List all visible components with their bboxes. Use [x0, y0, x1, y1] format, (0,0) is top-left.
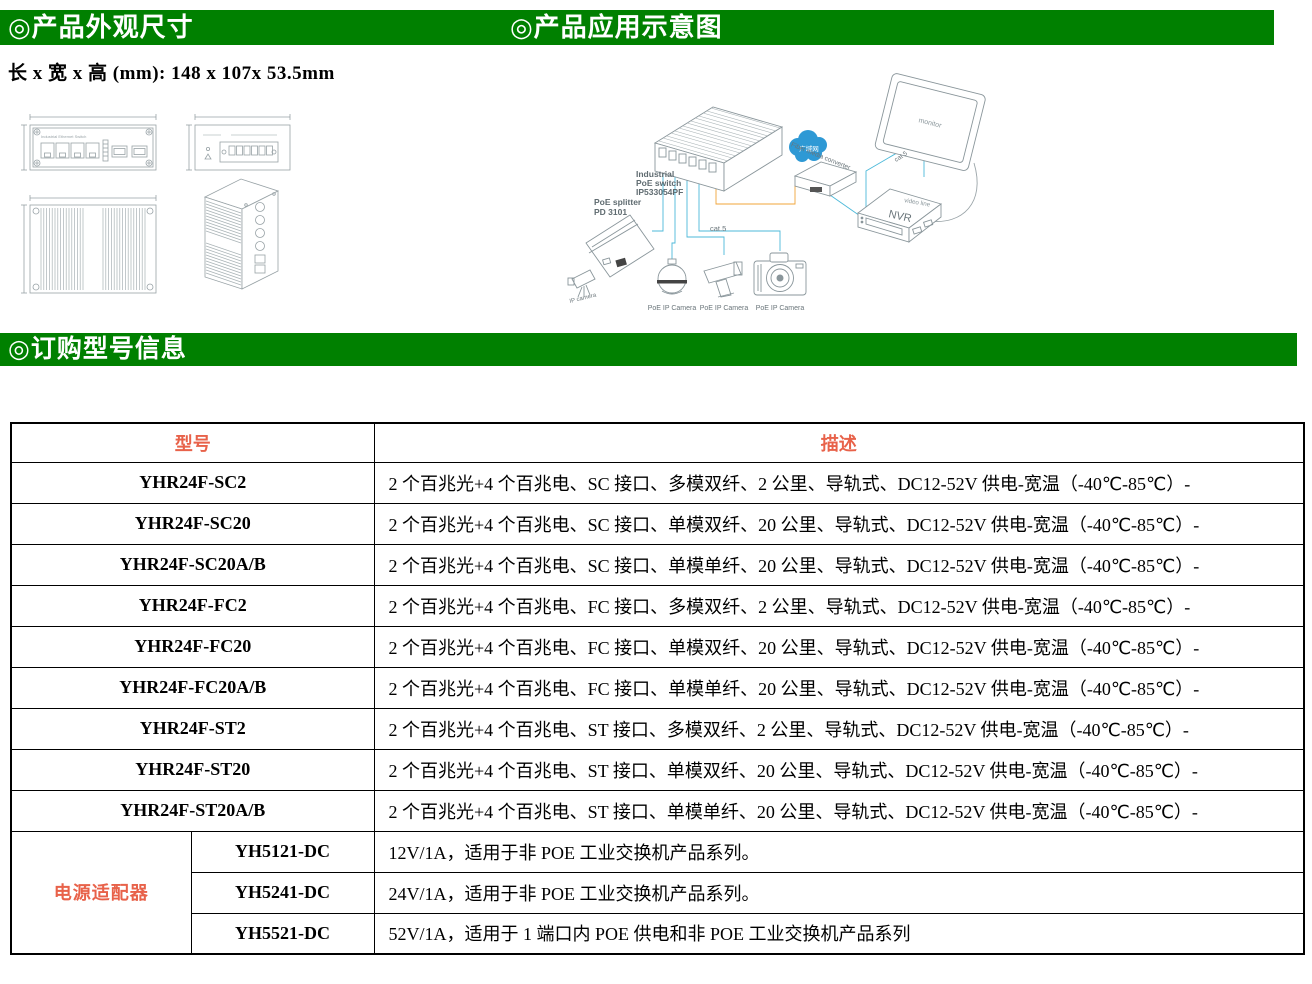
camera3-label: PoE IP Camera [756, 305, 805, 312]
nvr-icon: NVR [857, 188, 942, 243]
description-cell: 2 个百兆光+4 个百兆电、FC 接口、单模双纤、20 公里、导轨式、DC12-… [373, 625, 1305, 668]
wan-cloud-label: 广域网 [799, 144, 819, 153]
front-view-drawing: Industrial Ethernet Switch [21, 114, 157, 171]
description-cell: 52V/1A，适用于 1 端口内 POE 供电和非 POE 工业交换机产品系列 [373, 912, 1305, 955]
description-cell: 24V/1A，适用于非 POE 工业交换机产品系列。 [373, 871, 1305, 914]
model-cell: YHR24F-FC2 [10, 584, 375, 627]
description-cell: 2 个百兆光+4 个百兆电、SC 接口、多模双纤、2 公里、导轨式、DC12-5… [373, 461, 1305, 504]
model-cell: YHR24F-FC20 [10, 625, 375, 668]
power-adapter-row: YH5241-DC 24V/1A，适用于非 POE 工业交换机产品系列。 [11, 871, 1305, 914]
table-row: YHR24F-ST20 2 个百兆光+4 个百兆电、ST 接口、单模双纤、20 … [10, 748, 1305, 791]
column-header-description: 描述 [373, 422, 1305, 463]
poe-splitter-label: PoE splitter PD 3101 [594, 197, 642, 217]
description-cell: 2 个百兆光+4 个百兆电、SC 接口、单模单纤、20 公里、导轨式、DC12-… [373, 543, 1305, 586]
section-title-ordering: ◎订购型号信息 [8, 336, 187, 363]
video-line-curve [929, 162, 978, 222]
application-diagram: Industrial PoE switch IP533054PF 广域网 Fib… [567, 73, 986, 312]
svg-text:PoE splitter: PoE splitter [594, 197, 642, 207]
model-cell: YHR24F-SC2 [10, 461, 375, 504]
iso-fins-icon [205, 200, 242, 286]
power-adapter-row: 电源适配器 YH5121-DC 12V/1A，适用于非 POE 工业交换机产品系… [10, 830, 1305, 955]
camera2-label: PoE IP Camera [700, 305, 749, 312]
model-cell: YHR24F-FC20A/B [10, 666, 375, 709]
led-column-icon [102, 139, 109, 162]
cat5-mid-label: cat.5 [710, 224, 726, 233]
svg-text:Industrial: Industrial [636, 169, 674, 179]
description-cell: 12V/1A，适用于非 POE 工业交换机产品系列。 [373, 830, 1305, 873]
camera1-label: PoE IP Camera [648, 305, 697, 312]
iso-ports-icon [254, 202, 266, 274]
poe-switch-icon [653, 106, 784, 192]
heatsink-fins-icon [40, 208, 146, 290]
poe-splitter-icon [585, 214, 655, 278]
model-cell: YHR24F-SC20 [10, 502, 375, 545]
ip-camera-label: IP camera [569, 292, 598, 305]
top-view-drawing [186, 114, 291, 171]
model-cell: YHR24F-ST20 [10, 748, 375, 791]
dimensions-text: 长 x 宽 x 高 (mm): 148 x 107x 53.5mm [8, 63, 335, 84]
svg-text:PD 3101: PD 3101 [594, 207, 627, 217]
camera-labels: PoE IP Camera PoE IP Camera PoE IP Camer… [648, 305, 805, 312]
ip-camera-icon [567, 269, 596, 298]
model-cell: YH5521-DC [190, 912, 375, 955]
sfp-ports-icon [111, 145, 148, 158]
table-row: YHR24F-FC2 2 个百兆光+4 个百兆电、FC 接口、多模双纤、2 公里… [10, 584, 1305, 627]
isometric-view-drawing [203, 178, 280, 290]
rj45-ports-icon [40, 142, 100, 159]
table-row: YHR24F-SC20 2 个百兆光+4 个百兆电、SC 接口、单模双纤、20 … [10, 502, 1305, 545]
svg-text:PoE switch: PoE switch [636, 178, 681, 188]
table-row: YHR24F-ST20A/B 2 个百兆光+4 个百兆电、ST 接口、单模单纤、… [10, 789, 1305, 832]
switch-ports-icon [658, 147, 717, 173]
poe-switch-label: Industrial PoE switch IP533054PF [636, 169, 683, 197]
front-panel-label: Industrial Ethernet Switch [41, 134, 86, 139]
terminal-block-icon [219, 141, 279, 163]
description-cell: 2 个百兆光+4 个百兆电、ST 接口、单模双纤、20 公里、导轨式、DC12-… [373, 748, 1305, 791]
dome-camera-icon [657, 258, 687, 295]
top-section-bar: ◎产品外观尺寸 ◎产品应用示意图 [0, 10, 1274, 45]
model-cell: YHR24F-ST20A/B [10, 789, 375, 832]
description-cell: 2 个百兆光+4 个百兆电、FC 接口、单模单纤、20 公里、导轨式、DC12-… [373, 666, 1305, 709]
power-adapter-row: YH5521-DC 52V/1A，适用于 1 端口内 POE 供电和非 POE … [11, 912, 1305, 955]
model-cell: YHR24F-SC20A/B [10, 543, 375, 586]
video-line-label: video line [904, 197, 932, 209]
bullet-camera-icon [703, 261, 743, 298]
section-title-appearance: ◎产品外观尺寸 [8, 13, 194, 42]
column-header-model: 型号 [10, 422, 375, 463]
ordering-table: 型号 描述 YHR24F-SC2 2 个百兆光+4 个百兆电、SC 接口、多模双… [10, 422, 1305, 955]
model-cell: YH5121-DC [190, 830, 375, 873]
power-adapter-cell: 电源适配器 [10, 830, 192, 955]
description-cell: 2 个百兆光+4 个百兆电、SC 接口、单模双纤、20 公里、导轨式、DC12-… [373, 502, 1305, 545]
table-row: YHR24F-SC2 2 个百兆光+4 个百兆电、SC 接口、多模双纤、2 公里… [10, 461, 1305, 504]
section-title-application: ◎产品应用示意图 [510, 13, 723, 42]
table-row: YHR24F-ST2 2 个百兆光+4 个百兆电、ST 接口、多模双纤、2 公里… [10, 707, 1305, 750]
model-cell: YHR24F-ST2 [10, 707, 375, 750]
table-row: YHR24F-FC20 2 个百兆光+4 个百兆电、FC 接口、单模双纤、20 … [10, 625, 1305, 668]
table-header-row: 型号 描述 [10, 422, 1305, 463]
fiber-converter-icon [793, 161, 858, 197]
description-cell: 2 个百兆光+4 个百兆电、ST 接口、单模单纤、20 公里、导轨式、DC12-… [373, 789, 1305, 832]
description-cell: 2 个百兆光+4 个百兆电、ST 接口、多模双纤、2 公里、导轨式、DC12-5… [373, 707, 1305, 750]
nvr-label: NVR [887, 208, 912, 225]
svg-text:IP533054PF: IP533054PF [636, 187, 683, 197]
product-views-drawing: Industrial Ethernet Switch [21, 114, 291, 294]
dslr-camera-icon [753, 252, 807, 296]
wan-cloud-icon: 广域网 [789, 130, 827, 162]
ordering-section-bar: ◎订购型号信息 [0, 333, 1297, 366]
monitor-icon: monitor [874, 73, 986, 171]
description-cell: 2 个百兆光+4 个百兆电、FC 接口、多模双纤、2 公里、导轨式、DC12-5… [373, 584, 1305, 627]
fiber-line [715, 185, 796, 205]
model-cell: YH5241-DC [190, 871, 375, 914]
table-row: YHR24F-SC20A/B 2 个百兆光+4 个百兆电、SC 接口、单模单纤、… [10, 543, 1305, 586]
table-row: YHR24F-FC20A/B 2 个百兆光+4 个百兆电、FC 接口、单模单纤、… [10, 666, 1305, 709]
side-fin-view-drawing [21, 195, 157, 294]
